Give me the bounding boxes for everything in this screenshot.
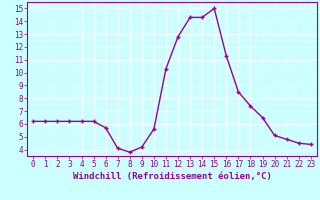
X-axis label: Windchill (Refroidissement éolien,°C): Windchill (Refroidissement éolien,°C) bbox=[73, 172, 271, 181]
